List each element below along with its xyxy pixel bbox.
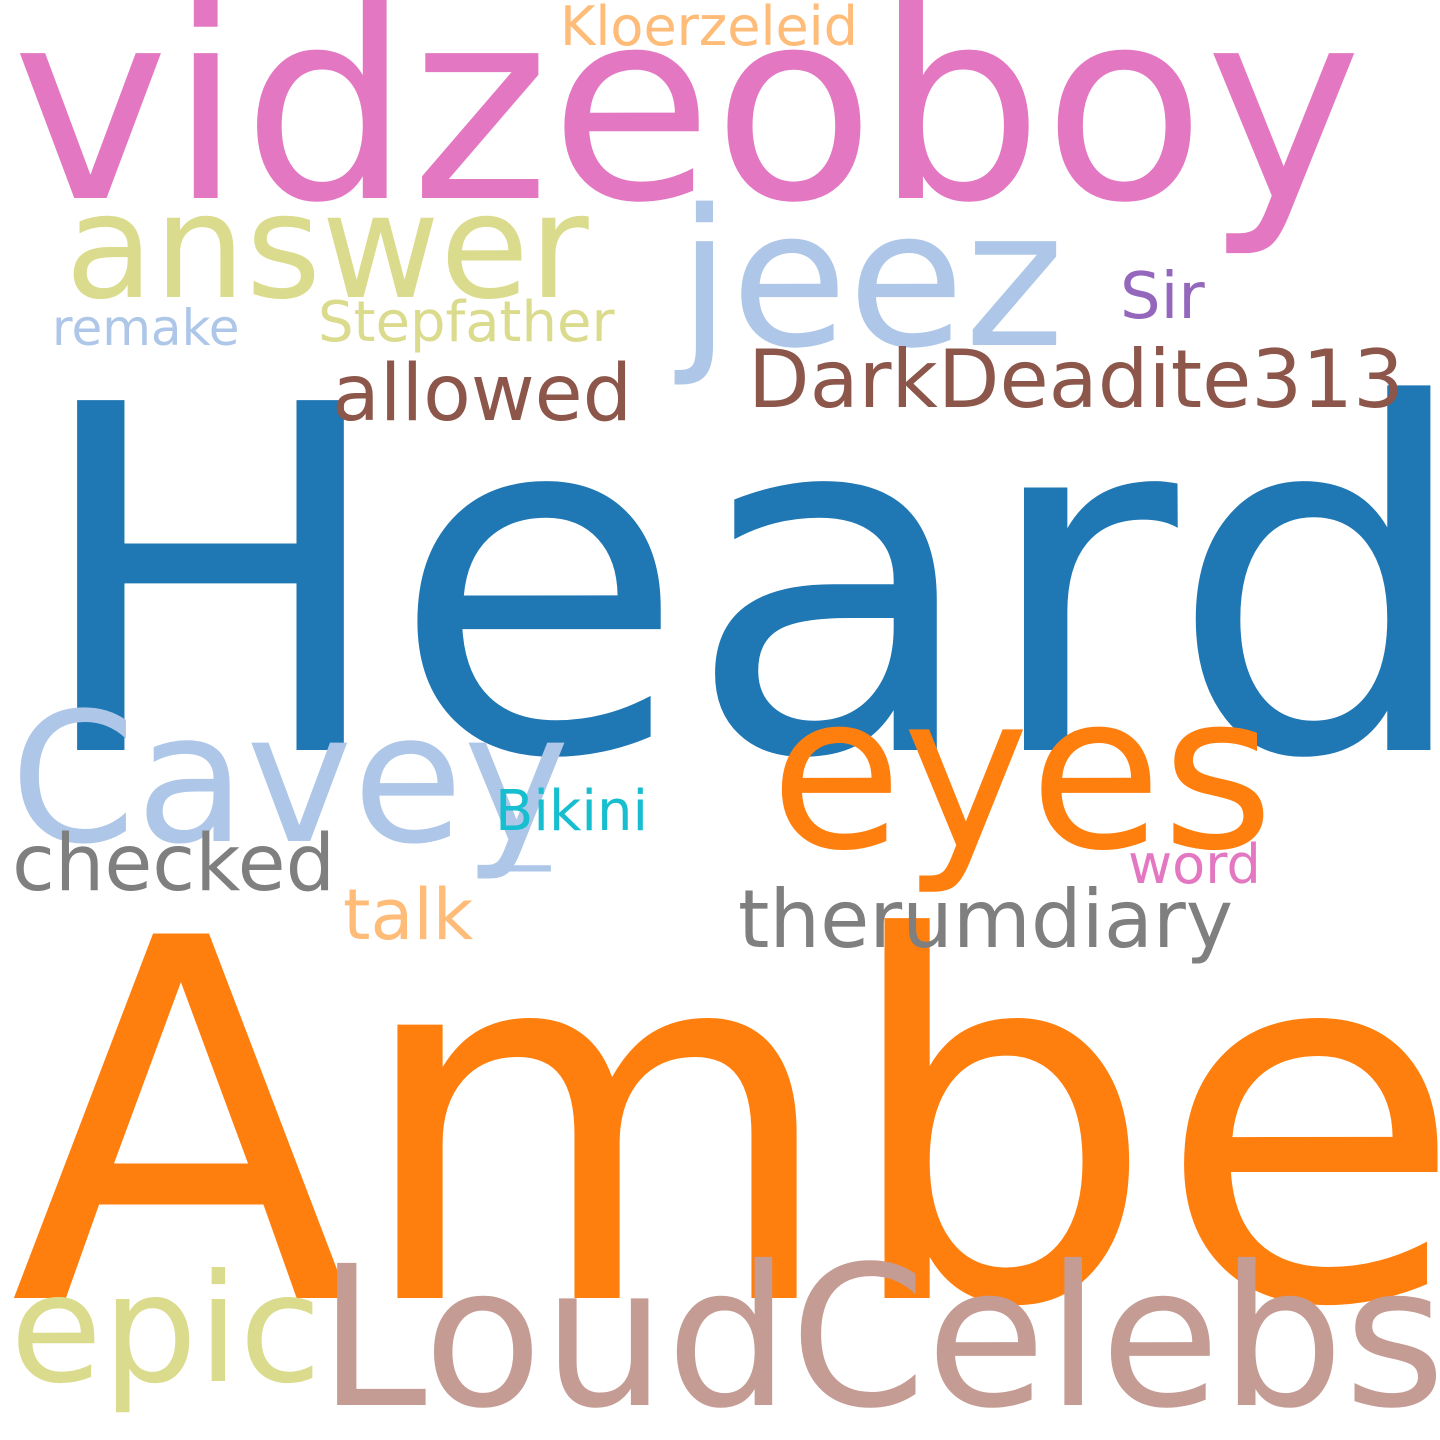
word-darkdeadite313: DarkDeadite313 bbox=[748, 333, 1404, 426]
word-stepfather: Stepfather bbox=[318, 290, 615, 355]
word-talk: talk bbox=[343, 874, 474, 956]
word-eyes: eyes bbox=[770, 647, 1274, 898]
word-cavey: Cavey bbox=[10, 675, 570, 884]
word-therumdiary: therumdiary bbox=[738, 873, 1234, 966]
word-checked: checked bbox=[12, 819, 336, 909]
word-kloerzeleid: Kloerzeleid bbox=[560, 0, 858, 58]
word-answer: answer bbox=[65, 163, 589, 332]
word-jeez: jeez bbox=[678, 169, 1065, 390]
word-heard: Heard bbox=[30, 305, 1440, 864]
word-epic: epic bbox=[10, 1243, 322, 1417]
word-vidzeoboy: vidzeoboy bbox=[12, 0, 1363, 261]
word-allowed: allowed bbox=[332, 349, 633, 439]
word-bikini: Bikini bbox=[495, 779, 649, 844]
word-word: word bbox=[1128, 833, 1261, 896]
word-underscore: _ bbox=[505, 767, 550, 872]
word-loudcelebs: LoudCelebs bbox=[318, 1224, 1440, 1440]
word-sir: Sir bbox=[1120, 260, 1205, 334]
word-amber: Amber bbox=[10, 834, 1440, 1416]
word-remake: remake bbox=[52, 299, 240, 357]
